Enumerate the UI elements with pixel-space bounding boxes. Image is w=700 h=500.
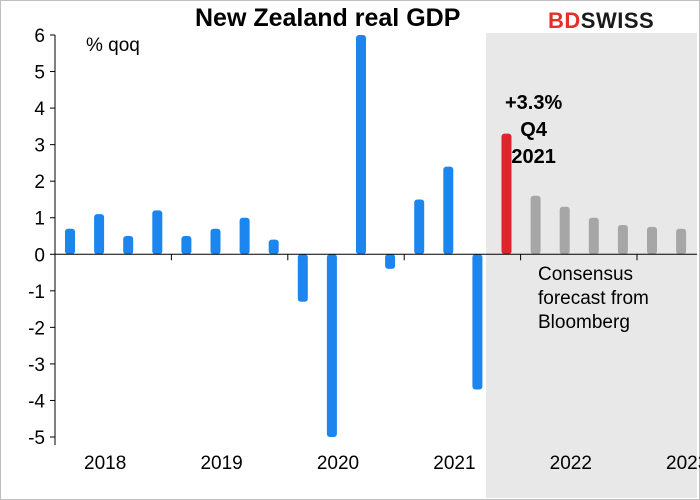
y-unit-label: % qoq (86, 35, 140, 56)
y-tick-label: -1 (28, 282, 45, 303)
y-tick-label: -5 (28, 428, 45, 449)
y-tick-label: 6 (34, 26, 45, 47)
bar-actual (414, 199, 425, 255)
latest-value-annotation: +3.3% Q4 2021 (505, 90, 562, 171)
bar-actual (210, 228, 221, 255)
bar-actual (239, 217, 250, 255)
y-tick-label: 5 (34, 63, 45, 84)
y-tick-label: -2 (28, 318, 45, 339)
bar-actual (385, 254, 396, 269)
x-year-label: 2022 (550, 453, 592, 474)
bar-forecast (676, 228, 687, 255)
y-tick-label: 0 (34, 245, 45, 266)
y-tick-label: 4 (34, 99, 45, 120)
y-tick-label: 2 (34, 172, 45, 193)
bar-actual (94, 214, 105, 255)
y-tick-label: -4 (28, 391, 45, 412)
bar-forecast (588, 217, 599, 255)
bar-actual (123, 236, 134, 255)
bar-actual (297, 254, 308, 302)
x-year-label: 2018 (84, 453, 126, 474)
bar-actual (443, 166, 454, 255)
bar-actual (152, 210, 163, 255)
chart-title: New Zealand real GDP (195, 4, 461, 32)
annotation-value: +3.3% (505, 92, 563, 114)
bar-forecast (530, 195, 541, 255)
bar-forecast (617, 225, 628, 255)
bar-actual (472, 254, 483, 390)
bar-actual (326, 254, 337, 437)
bar-latest (501, 133, 512, 255)
x-year-label: 2020 (317, 453, 359, 474)
bar-actual (356, 35, 366, 255)
bar-actual (65, 228, 75, 255)
bar-forecast (647, 226, 657, 255)
x-year-label: 2019 (200, 453, 242, 474)
x-year-label: 2021 (433, 453, 475, 474)
bar-actual (181, 236, 192, 255)
y-tick-label: -3 (28, 355, 45, 376)
forecast-note: Consensus forecast from Bloomberg (538, 264, 649, 333)
bdswiss-logo: BDSWISS (548, 8, 655, 33)
bar-forecast (559, 206, 570, 255)
annotation-quarter: Q4 (520, 119, 547, 141)
y-tick-label: 1 (34, 209, 45, 230)
y-tick-label: 3 (34, 136, 45, 157)
x-year-label: 2023 (666, 453, 700, 474)
annotation-year: 2021 (511, 146, 556, 168)
forecast-shaded-region (486, 33, 697, 498)
bar-actual (268, 239, 279, 255)
